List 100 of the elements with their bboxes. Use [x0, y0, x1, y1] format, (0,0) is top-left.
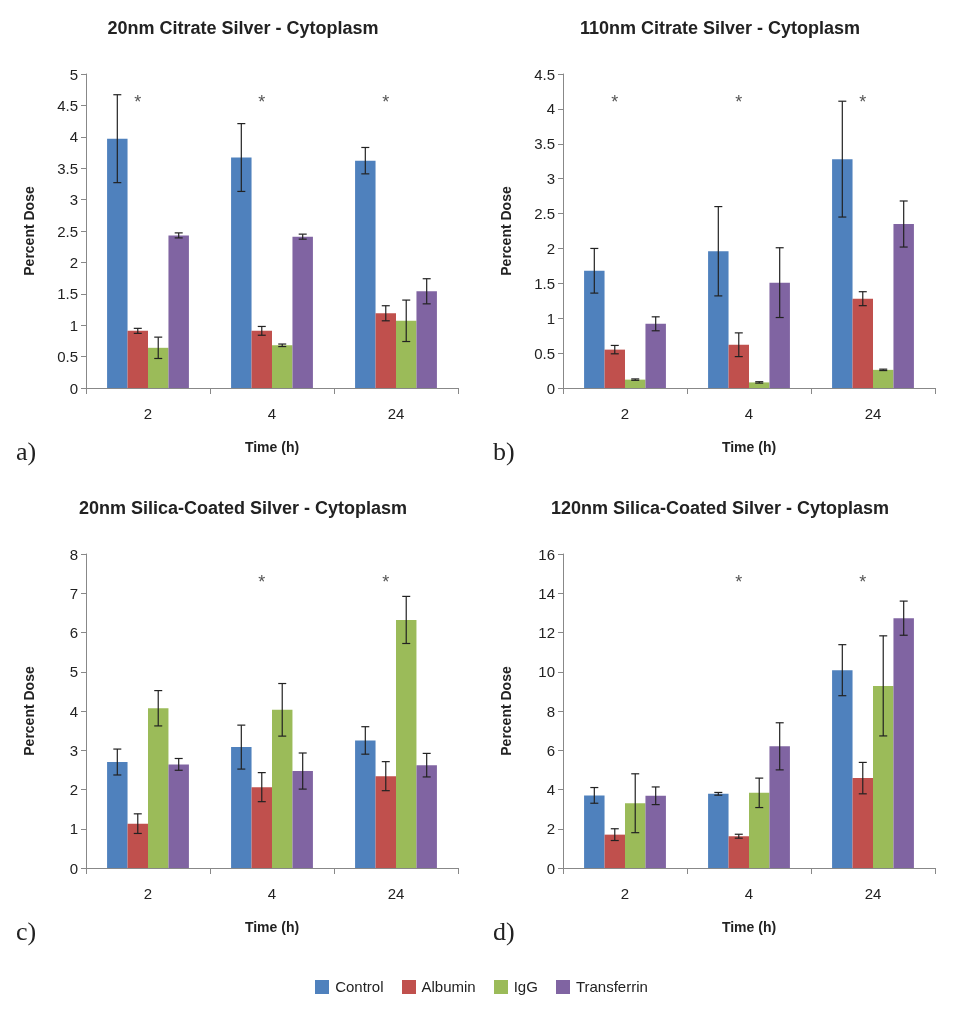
x-tick-label: 24 [387, 405, 405, 422]
bar [272, 709, 293, 868]
chart-title: 20nm Silica-Coated Silver - Cytoplasm [78, 498, 408, 518]
text: a) [16, 436, 37, 466]
y-tick-label: 7 [69, 584, 78, 602]
x-axis-title: Time (h) [244, 439, 300, 455]
y-tick-label: 1.5 [534, 274, 555, 292]
legend-label: Control [335, 978, 384, 995]
bar [168, 764, 189, 868]
bar [604, 349, 625, 388]
y-tick-label: 3 [546, 170, 555, 188]
y-tick-label: 3 [69, 191, 78, 209]
x-tick-label: 4 [744, 405, 754, 422]
bar [852, 298, 873, 388]
y-tick-label: 4 [69, 128, 78, 146]
bar [832, 159, 853, 388]
y-tick-label: 0 [69, 859, 78, 877]
y-axis-title: Percent Dose [498, 666, 514, 756]
annotation: * [382, 92, 390, 112]
legend-label: IgG [513, 978, 538, 995]
bar [708, 793, 729, 868]
bar [873, 369, 894, 388]
annotation: * [859, 92, 867, 112]
bar [375, 313, 396, 388]
y-tick-label: 1 [69, 820, 78, 838]
y-tick-label: 2 [69, 253, 78, 271]
chart-title: 120nm Silica-Coated Silver - Cytoplasm [550, 498, 890, 518]
y-tick-label: 0 [69, 379, 78, 397]
bar [645, 323, 666, 388]
bar [604, 834, 625, 868]
y-tick-label: 2.5 [57, 222, 78, 240]
bar [728, 344, 749, 388]
bar [272, 345, 293, 388]
y-tick-label: 0 [546, 379, 555, 397]
bar [127, 823, 148, 868]
x-tick-label: 2 [620, 885, 630, 902]
y-tick-label: 3.5 [534, 135, 555, 153]
bar [127, 330, 148, 388]
bar [416, 291, 437, 388]
x-tick-label: 4 [267, 885, 277, 902]
x-tick-label: 24 [387, 885, 405, 902]
bar [893, 224, 914, 388]
y-tick-label: 0.5 [534, 344, 555, 362]
bar [251, 330, 272, 388]
bar [708, 251, 729, 388]
y-tick-label: 1 [69, 316, 78, 334]
bar [148, 708, 169, 868]
y-tick-label: 5 [69, 663, 78, 681]
bar [292, 236, 313, 388]
bar [584, 795, 605, 868]
legend-label: Albumin [421, 978, 476, 995]
annotation: * [258, 92, 266, 112]
y-axis-title: Percent Dose [21, 186, 37, 276]
bar [107, 138, 128, 388]
x-tick-label: 24 [864, 885, 882, 902]
text: c) [16, 916, 37, 946]
x-tick-label: 2 [143, 885, 153, 902]
y-tick-label: 6 [69, 624, 78, 641]
annotation: * [258, 572, 266, 592]
bar [852, 778, 873, 868]
y-tick-label: 4 [546, 100, 555, 118]
y-tick-label: 2 [546, 820, 555, 838]
x-tick-label: 4 [267, 405, 277, 422]
y-tick-label: 3 [69, 741, 78, 759]
bar [148, 347, 169, 388]
bar [645, 795, 666, 868]
bar [749, 792, 770, 868]
y-tick-label: 6 [546, 741, 555, 759]
x-axis-title: Time (h) [244, 919, 300, 935]
bar [584, 270, 605, 388]
bar [107, 762, 128, 868]
annotation: * [611, 92, 619, 112]
chart-title: 110nm Citrate Silver - Cytoplasm [579, 18, 861, 38]
y-tick-label: 2 [69, 781, 78, 798]
chart-title: 20nm Citrate Silver - Cytoplasm [107, 18, 379, 38]
y-axis-title: Percent Dose [21, 666, 37, 756]
y-tick-label: 0.5 [57, 348, 78, 366]
legend-label: Transferrin [575, 978, 648, 995]
y-tick-label: 1 [546, 309, 555, 327]
y-tick-label: 2 [546, 239, 555, 257]
bar [728, 836, 749, 868]
annotation: * [859, 572, 867, 592]
bar [873, 685, 894, 868]
y-tick-label: 14 [538, 584, 555, 602]
y-axis-title: Percent Dose [498, 186, 514, 276]
bar [355, 740, 376, 868]
x-tick-label: 2 [620, 405, 630, 422]
y-tick-label: 16 [538, 545, 555, 563]
y-tick-label: 0 [546, 859, 555, 877]
bar [375, 776, 396, 868]
bar [355, 160, 376, 388]
y-tick-label: 4 [546, 781, 555, 798]
y-tick-label: 4.5 [534, 65, 555, 83]
bar [251, 787, 272, 868]
bar [396, 320, 417, 388]
bar [231, 157, 252, 388]
annotation: * [735, 572, 743, 592]
bar [416, 765, 437, 868]
bar [769, 282, 790, 388]
y-tick-label: 4.5 [57, 96, 78, 114]
